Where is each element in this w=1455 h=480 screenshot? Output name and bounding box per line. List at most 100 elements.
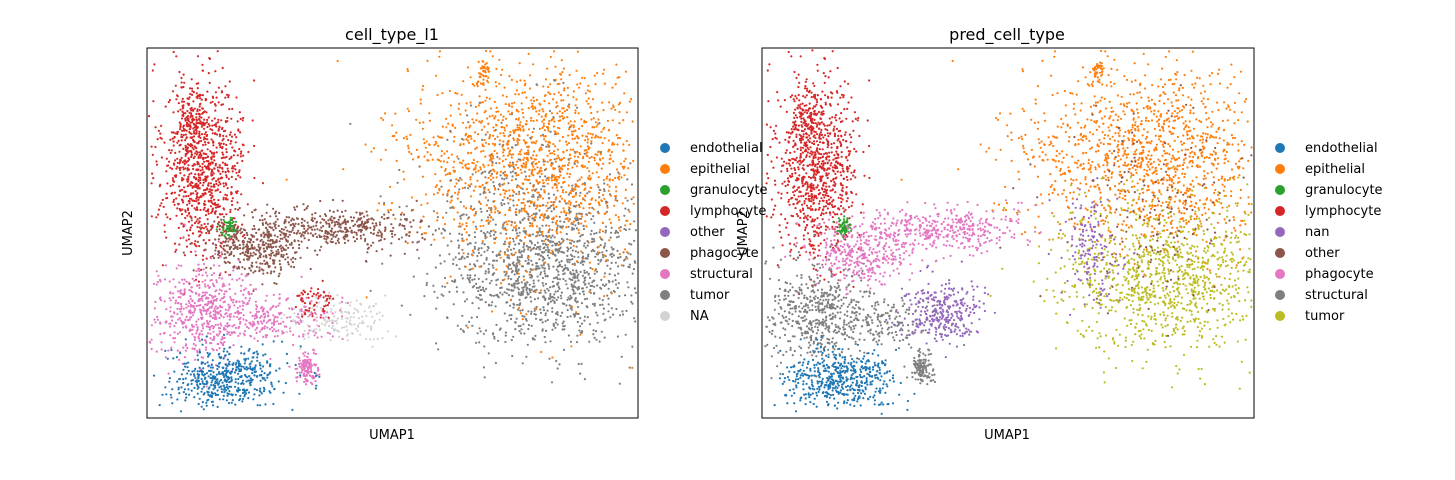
scatter-point	[181, 177, 184, 180]
scatter-point	[479, 207, 482, 210]
scatter-point	[627, 286, 630, 289]
scatter-point	[184, 209, 187, 212]
scatter-point	[181, 135, 184, 139]
scatter-point	[551, 234, 554, 237]
scatter-point	[514, 128, 517, 131]
scatter-point	[553, 130, 556, 133]
scatter-point	[222, 137, 225, 140]
scatter-point	[478, 95, 481, 98]
scatter-point	[580, 302, 584, 305]
scatter-point	[520, 332, 523, 335]
scatter-point	[243, 214, 246, 217]
scatter-point	[475, 119, 478, 122]
scatter-point	[203, 206, 206, 209]
scatter-point	[596, 321, 599, 324]
scatter-point	[531, 222, 534, 225]
scatter-point	[228, 157, 231, 160]
scatter-point	[547, 91, 550, 94]
scatter-point	[556, 265, 559, 268]
scatter-point	[527, 145, 530, 148]
scatter-point	[191, 347, 194, 350]
scatter-point	[279, 266, 282, 269]
scatter-point	[182, 166, 185, 169]
scatter-point	[541, 321, 544, 324]
scatter-point	[187, 164, 190, 167]
scatter-point	[540, 350, 543, 354]
scatter-point	[560, 167, 563, 170]
scatter-point	[511, 229, 514, 232]
scatter-point	[556, 290, 560, 293]
scatter-point	[608, 162, 611, 165]
scatter-point	[525, 141, 528, 144]
scatter-point	[151, 69, 154, 72]
scatter-point	[362, 225, 366, 228]
scatter-point	[618, 218, 621, 221]
scatter-point	[539, 146, 543, 149]
scatter-point	[445, 117, 448, 120]
scatter-point	[616, 249, 619, 252]
scatter-point	[624, 188, 628, 191]
scatter-point	[192, 135, 196, 138]
scatter-point	[311, 219, 314, 223]
scatter-point	[190, 204, 194, 207]
scatter-point	[510, 179, 513, 182]
scatter-point	[519, 121, 522, 124]
scatter-point	[474, 185, 477, 188]
scatter-point	[163, 141, 166, 144]
scatter-point	[601, 101, 604, 104]
scatter-point	[620, 264, 623, 267]
scatter-point	[535, 179, 538, 182]
scatter-point	[515, 118, 518, 121]
scatter-point	[280, 227, 283, 231]
scatter-point	[576, 150, 579, 153]
scatter-point	[332, 198, 335, 202]
scatter-point	[593, 272, 596, 275]
scatter-point	[225, 232, 228, 235]
scatter-point	[579, 317, 582, 320]
scatter-point	[176, 307, 179, 310]
scatter-point	[528, 168, 531, 171]
scatter-point	[577, 229, 580, 232]
scatter-point	[480, 120, 484, 123]
scatter-point	[211, 189, 214, 192]
scatter-point	[570, 283, 573, 286]
scatter-point	[478, 341, 481, 344]
scatter-point	[561, 181, 565, 184]
scatter-point	[475, 146, 478, 149]
scatter-point	[622, 143, 625, 146]
scatter-point	[527, 52, 530, 56]
scatter-point	[503, 196, 506, 199]
scatter-point	[510, 252, 513, 255]
scatter-point	[581, 124, 584, 128]
scatter-point	[539, 245, 542, 248]
scatter-point	[555, 228, 559, 231]
scatter-point	[172, 131, 175, 134]
scatter-point	[293, 206, 296, 209]
scatter-point	[534, 207, 538, 210]
scatter-point	[205, 160, 208, 163]
scatter-point	[217, 118, 220, 121]
scatter-point	[442, 294, 445, 297]
scatter-point	[506, 254, 509, 257]
scatter-point	[444, 167, 447, 171]
scatter-point	[539, 289, 543, 292]
scatter-point	[527, 191, 530, 194]
scatter-point	[446, 200, 449, 203]
scatter-point	[598, 122, 601, 125]
scatter-point	[332, 210, 335, 213]
scatter-point	[522, 192, 525, 195]
scatter-point	[616, 335, 620, 338]
scatter-point	[204, 248, 207, 251]
scatter-point	[513, 253, 516, 256]
scatter-point	[566, 238, 569, 241]
scatter-point	[275, 239, 278, 242]
scatter-point	[218, 164, 221, 167]
scatter-point	[212, 242, 215, 245]
scatter-point	[206, 148, 209, 151]
scatter-point	[258, 219, 262, 222]
scatter-point	[190, 219, 193, 222]
scatter-point	[482, 67, 486, 70]
scatter-point	[492, 233, 496, 236]
scatter-point	[579, 191, 582, 194]
scatter-point	[425, 281, 428, 284]
